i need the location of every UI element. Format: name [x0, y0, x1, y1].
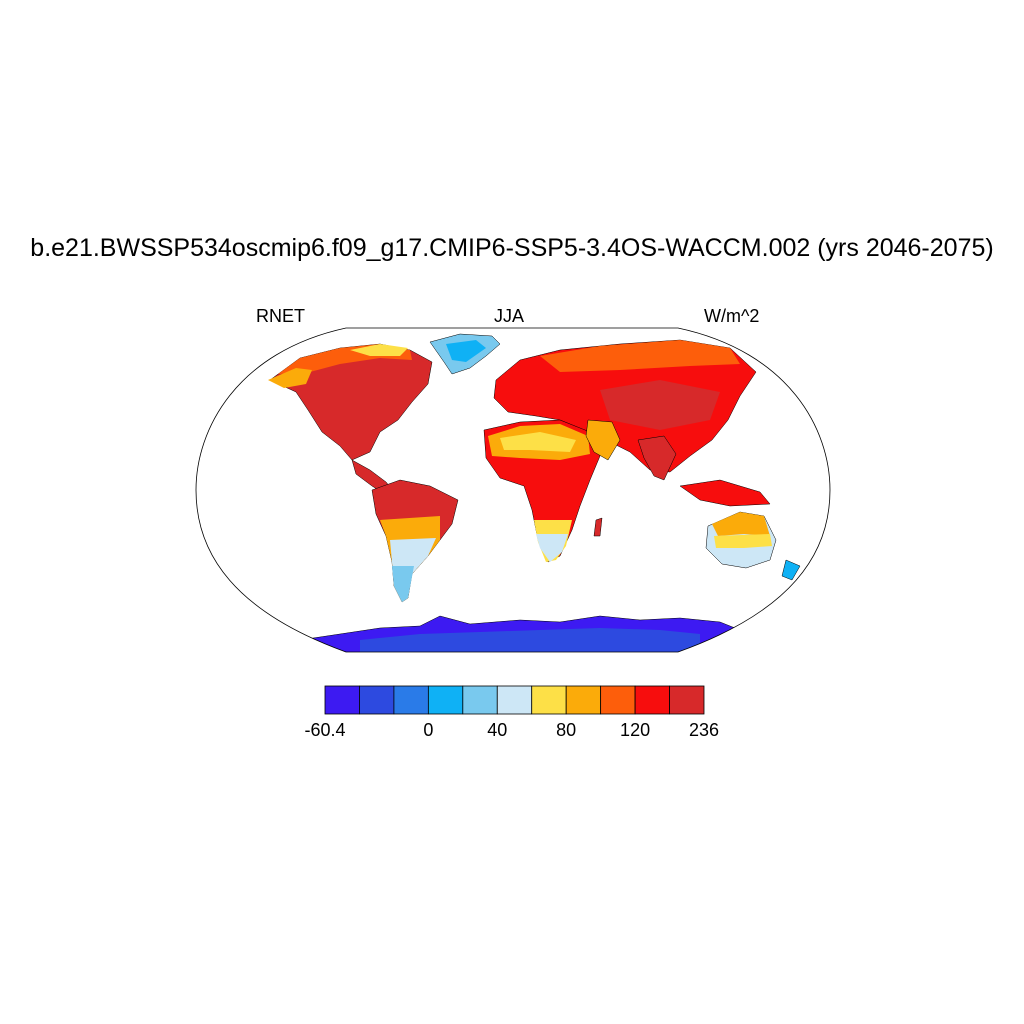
- colorbar-swatch: [531, 685, 567, 715]
- colorbar-tick-label: 40: [487, 720, 508, 740]
- colorbar-swatch: [600, 685, 636, 715]
- patagonia: [392, 566, 414, 602]
- map-boundary: [195, 327, 831, 653]
- colorbar-tick-label: 120: [620, 720, 651, 740]
- central-asia-hot: [600, 380, 720, 430]
- colorbar-swatch: [496, 685, 533, 715]
- colorbar-swatch: [359, 685, 395, 715]
- madagascar: [593, 517, 603, 537]
- north-america-arctic-yellow: [350, 344, 408, 356]
- siberia-north: [540, 340, 740, 372]
- colorbar-tick-label: -60.4: [304, 720, 346, 740]
- colorbar-swatch: [565, 685, 602, 715]
- se-asia-islands: [679, 479, 771, 507]
- variable-label: RNET: [256, 306, 305, 326]
- plot-title: b.e21.BWSSP534oscmip6.f09_g17.CMIP6-SSP5…: [30, 234, 994, 262]
- colorbar-swatch: [462, 685, 498, 715]
- colorbar-swatch: [634, 685, 670, 715]
- southern-africa-cool: [536, 534, 568, 562]
- sahara-core: [500, 432, 576, 452]
- colorbar-swatch: [324, 685, 360, 715]
- colorbar-tick-label: 0: [423, 720, 434, 740]
- colorbar-tick-label: 236: [688, 720, 720, 740]
- greenland-core: [446, 340, 486, 362]
- new-zealand: [781, 559, 801, 581]
- australia-north: [712, 512, 770, 536]
- colorbar: [324, 685, 705, 715]
- colorbar-swatch: [393, 685, 429, 715]
- units-label: W/m^2: [704, 306, 760, 326]
- land-fill-group: [268, 333, 801, 652]
- india: [637, 435, 677, 481]
- arabia: [585, 419, 621, 461]
- colorbar-swatch: [669, 685, 705, 715]
- alaska: [268, 368, 312, 388]
- australia-center: [714, 534, 772, 548]
- season-label: JJA: [494, 306, 525, 326]
- antarctica-inner: [360, 628, 700, 652]
- colorbar-swatch: [427, 685, 464, 715]
- colorbar-tick-label: 80: [556, 720, 577, 740]
